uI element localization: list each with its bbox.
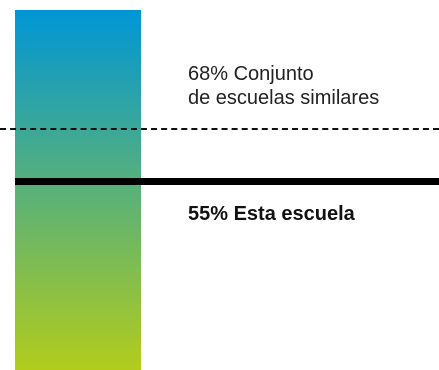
similar-schools-label-line1: 68% Conjunto: [188, 62, 379, 86]
gauge-fill: [15, 10, 141, 370]
similar-schools-marker-line: [0, 128, 439, 130]
similar-schools-label-line2: de escuelas similares: [188, 86, 379, 110]
this-school-label: 55% Esta escuela: [188, 201, 355, 227]
similar-schools-label: 68% Conjunto de escuelas similares: [188, 62, 379, 110]
gradient-gauge-bar: [15, 10, 141, 370]
this-school-marker-line: [15, 178, 439, 185]
